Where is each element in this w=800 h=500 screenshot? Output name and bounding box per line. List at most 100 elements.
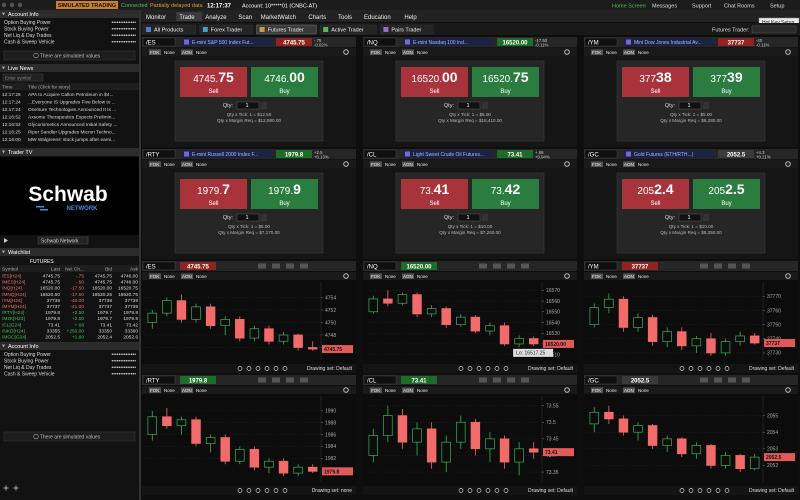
- watchlist-cell[interactable]: /NQ[H24]: [2, 286, 22, 292]
- symbol-box[interactable]: [363, 37, 397, 47]
- buy-price[interactable]: 2052.5: [708, 181, 744, 197]
- settings-icon[interactable]: [564, 273, 570, 279]
- qty-spinner[interactable]: [482, 102, 488, 109]
- sell-label[interactable]: Sell: [208, 201, 218, 207]
- tab-label[interactable]: Pairs Trader: [391, 28, 421, 34]
- menu-item[interactable]: Monitor: [146, 15, 166, 21]
- sell-button-bg[interactable]: [180, 179, 247, 209]
- chart-tool[interactable]: [728, 377, 736, 383]
- buy-button[interactable]: 16520.75 Buy: [472, 67, 539, 97]
- buy-price[interactable]: 16520.75: [482, 69, 528, 85]
- channel-select[interactable]: [37, 236, 89, 245]
- buy-button-bg[interactable]: [251, 179, 318, 209]
- menu-item[interactable]: Scan: [238, 15, 252, 21]
- chart-control[interactable]: [458, 488, 464, 493]
- price-major[interactable]: 205: [637, 186, 654, 197]
- sell-price[interactable]: 37738: [639, 69, 671, 85]
- sell-button-bg[interactable]: [622, 67, 689, 97]
- sell-price[interactable]: 2052.4: [637, 181, 673, 197]
- qty-input[interactable]: [678, 101, 702, 110]
- tab-label[interactable]: All Products: [154, 28, 184, 34]
- buy-label[interactable]: Buy: [279, 89, 289, 95]
- qty-value[interactable]: 1: [466, 103, 469, 109]
- chart-control[interactable]: [246, 366, 252, 371]
- chart-control[interactable]: [679, 366, 685, 371]
- menu-item[interactable]: Analyze: [205, 15, 227, 21]
- buy-button-bg[interactable]: [693, 67, 760, 97]
- sell-price[interactable]: 73.41: [420, 181, 450, 197]
- menu-item[interactable]: MarketWatch: [261, 15, 296, 21]
- chart-control[interactable]: [724, 366, 730, 371]
- menu-item[interactable]: Tools: [338, 15, 352, 21]
- buy-price[interactable]: 4746.00: [264, 69, 305, 85]
- settings-icon[interactable]: [343, 161, 349, 167]
- buy-price[interactable]: 1979.9: [268, 181, 301, 197]
- buy-price[interactable]: 37739: [710, 69, 742, 85]
- chart-control[interactable]: [706, 488, 712, 493]
- price-minor[interactable]: 42: [505, 181, 521, 197]
- sell-button[interactable]: 2052.4 Sell: [622, 179, 689, 209]
- drawing-set[interactable]: Drawing set: Default: [528, 366, 574, 372]
- news-title[interactable]: ...Everyone IS Upgrades Five Below to ..…: [28, 100, 116, 106]
- price-minor[interactable]: 7: [222, 181, 230, 197]
- chart-tool[interactable]: [521, 263, 529, 269]
- menu-item[interactable]: Education: [364, 15, 391, 21]
- watchlist-cell[interactable]: /NKD[H24]: [2, 328, 25, 334]
- collapse-arrow[interactable]: [2, 344, 5, 348]
- buy-label[interactable]: Buy: [500, 201, 510, 207]
- watchlist-cell[interactable]: /M2K[H24]: [2, 316, 25, 322]
- chart-control[interactable]: [246, 488, 252, 493]
- window-button[interactable]: [9, 2, 15, 8]
- price-minor[interactable]: 2.4: [654, 181, 674, 197]
- buy-label[interactable]: Buy: [721, 201, 731, 207]
- tab-bg[interactable]: [319, 24, 377, 35]
- menu-item[interactable]: Help: [404, 15, 417, 21]
- chart-tool[interactable]: [493, 263, 501, 269]
- qty-spinner[interactable]: [703, 214, 709, 221]
- toolbar-icon[interactable]: [3, 485, 9, 491]
- symbol-box[interactable]: [584, 37, 618, 47]
- buy-button[interactable]: 37739 Buy: [693, 67, 760, 97]
- collapse-arrow[interactable]: [2, 66, 5, 70]
- qty-spinner[interactable]: [482, 214, 488, 221]
- chart-control[interactable]: [273, 366, 279, 371]
- qty-spinner[interactable]: [261, 214, 267, 221]
- drawing-set[interactable]: Drawing set: none: [312, 488, 353, 494]
- chart-control[interactable]: [467, 366, 473, 371]
- buy-button[interactable]: 2052.5 Buy: [693, 179, 760, 209]
- chart-tool[interactable]: [714, 263, 722, 269]
- chart-control[interactable]: [264, 488, 270, 493]
- drawing-set[interactable]: Drawing set: Default: [749, 366, 795, 372]
- tab-label[interactable]: Forex Trader: [211, 28, 243, 34]
- tab-bg[interactable]: [380, 24, 434, 35]
- sell-button-bg[interactable]: [401, 179, 468, 209]
- price-minor[interactable]: 9: [293, 181, 301, 197]
- tab-bg[interactable]: [142, 24, 197, 35]
- qty-input[interactable]: [457, 213, 481, 222]
- sell-label[interactable]: Sell: [429, 89, 439, 95]
- news-title[interactable]: Axsome Therapeutics Expects Prelimin...: [28, 115, 115, 121]
- chart-control[interactable]: [237, 488, 243, 493]
- chart-tool[interactable]: [286, 377, 294, 383]
- qty-value[interactable]: 1: [687, 103, 690, 109]
- symbol-box[interactable]: [142, 149, 176, 159]
- buy-label[interactable]: Buy: [500, 89, 510, 95]
- sell-button-bg[interactable]: [180, 67, 247, 97]
- qty-value[interactable]: 1: [466, 215, 469, 221]
- window-button[interactable]: [1, 2, 7, 8]
- drawing-set[interactable]: Drawing set: Default: [749, 488, 795, 494]
- symbol-box[interactable]: [142, 375, 176, 385]
- chart-tool[interactable]: [700, 377, 708, 383]
- symbol-box[interactable]: [363, 375, 397, 385]
- price-minor[interactable]: 2.5: [725, 181, 745, 197]
- tab-bg[interactable]: [199, 24, 253, 35]
- chart-control[interactable]: [706, 366, 712, 371]
- settings-icon[interactable]: [343, 273, 349, 279]
- qty-value[interactable]: 1: [245, 103, 248, 109]
- qty-spinner[interactable]: [261, 102, 267, 109]
- chart-tool[interactable]: [521, 377, 529, 383]
- qty-input[interactable]: [678, 213, 702, 222]
- chart-control[interactable]: [458, 366, 464, 371]
- chart-control[interactable]: [688, 366, 694, 371]
